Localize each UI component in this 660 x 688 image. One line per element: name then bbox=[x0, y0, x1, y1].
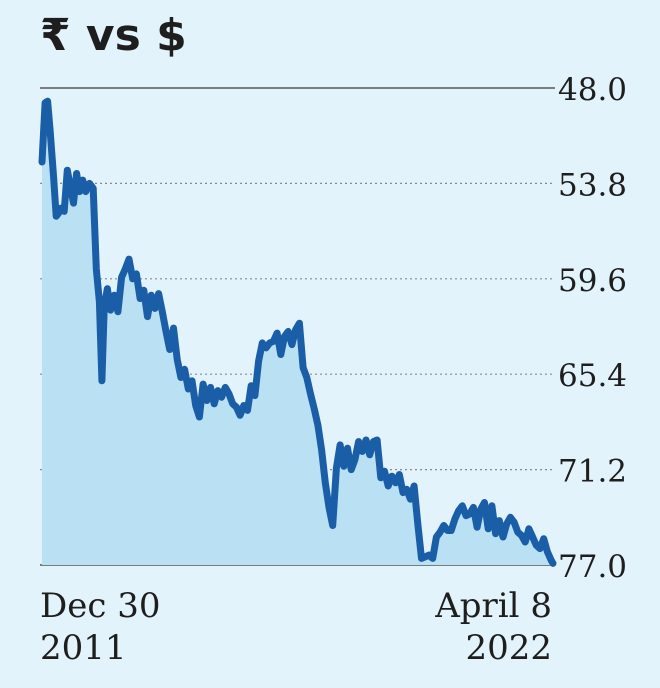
chart-title: ₹ vs $ bbox=[40, 10, 187, 61]
y-axis-ticks: 48.0 53.8 59.6 65.4 71.2 77.0 bbox=[558, 72, 627, 585]
x-end-year: 2022 bbox=[465, 628, 552, 668]
y-tick-label: 77.0 bbox=[558, 549, 627, 585]
x-end-date: April 8 bbox=[435, 586, 552, 626]
x-axis-start-label: Dec 30 2011 bbox=[40, 585, 161, 669]
y-tick-label: 48.0 bbox=[558, 72, 627, 108]
y-tick-label: 59.6 bbox=[558, 263, 627, 299]
x-start-date: Dec 30 bbox=[40, 586, 161, 626]
x-axis-end-label: April 8 2022 bbox=[435, 585, 552, 669]
series-line bbox=[38, 97, 557, 567]
y-tick-label: 71.2 bbox=[558, 454, 627, 490]
y-tick-label: 65.4 bbox=[558, 358, 627, 394]
x-start-year: 2011 bbox=[40, 628, 127, 668]
y-tick-label: 53.8 bbox=[558, 167, 627, 203]
